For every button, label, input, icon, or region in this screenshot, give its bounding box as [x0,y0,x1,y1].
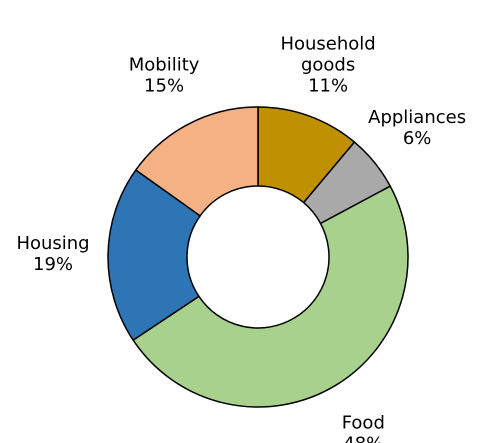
donut-slice [132,185,409,408]
percent-label: 15% [144,75,184,96]
percent-label: 19% [33,254,73,275]
donut-slice [135,106,259,217]
percent-label: 11% [308,75,348,96]
category-label: Food [342,412,385,433]
category-label: Household goods [280,33,375,75]
category-label: Appliances [368,107,466,128]
percent-label: 6% [403,128,432,149]
percent-label: 48% [343,433,383,443]
category-label: Mobility [129,54,200,75]
category-label: Housing [16,233,89,254]
slice-label: Food48% [342,412,385,443]
donut-slice [107,169,201,341]
